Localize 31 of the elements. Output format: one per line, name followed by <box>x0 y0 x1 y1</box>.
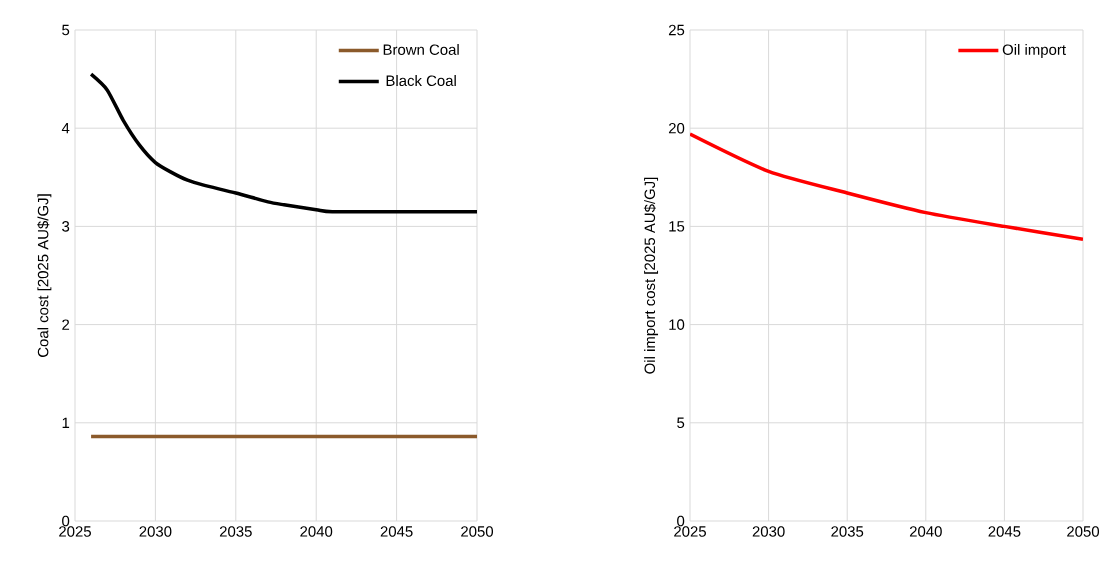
y-axis-title: Coal cost [2025 AU$/GJ] <box>37 194 52 357</box>
x-tick-label: 2050 <box>461 526 494 537</box>
x-tick-label: 2025 <box>674 526 706 537</box>
y-tick-label: 10 <box>669 319 685 330</box>
legend-label: Brown Coal <box>383 44 459 55</box>
y-tick-label: 3 <box>62 221 70 232</box>
x-tick-label: 2045 <box>988 526 1021 537</box>
y-tick-label: 20 <box>668 122 685 134</box>
y-axis-title: Oil import cost [2025 AU$/GJ] <box>643 177 659 374</box>
x-tick-label: 2025 <box>59 526 91 537</box>
legend-label: Oil import <box>1002 44 1066 58</box>
x-tick-label: 2035 <box>219 526 252 537</box>
y-tick-label: 5 <box>62 24 70 36</box>
y-tick-label: 0 <box>677 515 685 527</box>
x-tick-label: 2035 <box>831 526 864 537</box>
line-series <box>89 72 477 214</box>
y-tick-label: 0 <box>62 515 70 527</box>
x-tick-label: 2030 <box>139 526 172 537</box>
y-tick-label: 1 <box>62 417 70 428</box>
y-tick-label: 15 <box>669 221 685 232</box>
x-tick-label: 2040 <box>909 526 942 537</box>
y-tick-label: 5 <box>677 417 685 429</box>
x-tick-label: 2045 <box>380 526 413 537</box>
legend-label: Black Coal <box>386 75 456 87</box>
y-tick-label: 25 <box>668 24 685 36</box>
y-tick-label: 2 <box>62 319 70 330</box>
y-tick-label: 4 <box>61 123 70 134</box>
x-tick-label: 2040 <box>300 526 333 537</box>
x-tick-label: 2030 <box>752 526 785 537</box>
x-tick-label: 2050 <box>1067 526 1100 537</box>
line-series <box>690 132 1084 241</box>
